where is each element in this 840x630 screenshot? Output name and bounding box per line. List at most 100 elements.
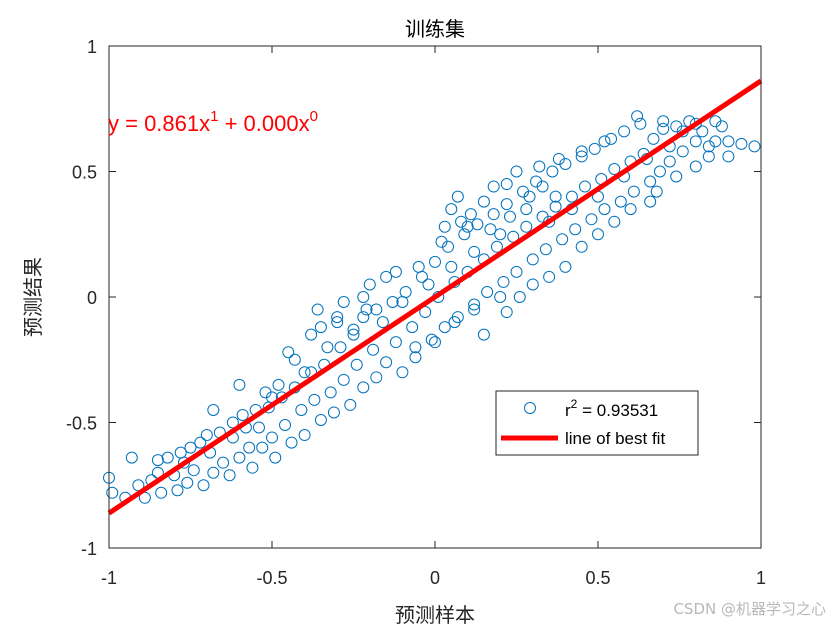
data-point [429,336,441,349]
data-point [357,381,370,394]
equation-prefix: y = 0.861x [108,111,210,136]
data-point [458,228,471,241]
data-point [314,321,327,334]
data-point [543,215,556,228]
legend-r2-value: = 0.93531 [577,401,658,420]
data-point [308,393,321,406]
data-point [735,137,748,150]
data-point [653,165,666,178]
data-point [500,198,513,211]
data-point [246,461,259,474]
data-point [252,421,265,434]
data-point [386,296,399,309]
data-point [575,145,588,158]
data-point [556,233,569,246]
data-point [448,316,461,329]
data-point [520,203,533,216]
data-point [748,140,761,153]
data-point [311,303,324,316]
data-point [689,135,702,148]
data-point [696,125,709,138]
data-point [295,403,308,416]
data-point [608,215,621,228]
data-point [578,180,591,193]
x-tick-label: 0 [430,568,440,588]
data-point [663,155,676,168]
data-point [520,220,533,233]
data-point [279,419,292,432]
data-point [559,260,572,273]
data-point [396,296,409,309]
data-point [370,371,383,384]
data-point [513,291,526,303]
equation-exponent-2: 0 [310,108,318,125]
data-point [409,351,422,364]
data-point [494,228,507,241]
data-point [419,306,432,319]
best-fit-line [107,78,763,516]
data-point [487,180,500,193]
data-point [585,213,598,226]
watermark: CSDN @机器学习之心 [673,600,826,618]
data-point [546,165,559,178]
data-point [412,260,425,273]
equation-exponent-1: 1 [210,108,218,125]
data-point [256,441,269,454]
data-point [194,436,207,449]
data-point [438,220,451,233]
legend: r2 = 0.93531 line of best fit [495,390,699,456]
data-point [503,210,516,223]
data-point [288,353,301,366]
data-point [445,203,458,216]
data-point [380,356,393,369]
chart-title: 训练集 [405,17,465,41]
data-point [510,265,523,278]
data-point [207,466,220,479]
data-point [184,441,197,454]
data-point [360,303,373,316]
plot-frame [108,45,762,549]
data-point [689,160,702,173]
data-point [533,160,546,173]
data-point [624,203,637,216]
data-point [689,117,702,130]
data-point [425,333,438,346]
data-point [370,303,383,316]
equation-middle: + 0.000x [218,111,309,136]
data-point [500,178,513,191]
y-tick-label: -1 [81,539,97,559]
data-point [347,323,360,336]
legend-marker-circle [524,402,536,414]
data-point [181,476,194,489]
data-point [477,328,490,341]
data-point [549,200,562,213]
data-point [266,431,278,444]
x-tick-label: -0.5 [256,568,287,588]
data-point [598,203,611,216]
data-point [484,223,497,236]
data-point [588,142,601,155]
data-point [363,278,376,291]
data-point [298,429,311,442]
y-axis-title: 预测结果 [21,257,45,337]
data-point [223,469,236,482]
data-point [438,321,451,334]
tick-labels: -1 -0.5 0 0.5 1 -1 -0.5 0 0.5 1 [66,37,766,588]
data-point [298,366,311,379]
data-point [608,162,621,175]
data-point [285,436,298,449]
data-point [490,240,503,253]
data-point [350,358,363,371]
data-point [324,386,337,399]
data-point [399,285,412,298]
data-point [650,185,663,198]
data-point [233,451,246,464]
data-point [445,260,458,273]
data-point [634,117,647,130]
data-point [321,341,334,354]
data-point [500,306,513,319]
data-point [592,228,604,241]
data-point [536,180,549,193]
data-point [161,451,174,464]
x-tick-label: 1 [756,568,766,588]
